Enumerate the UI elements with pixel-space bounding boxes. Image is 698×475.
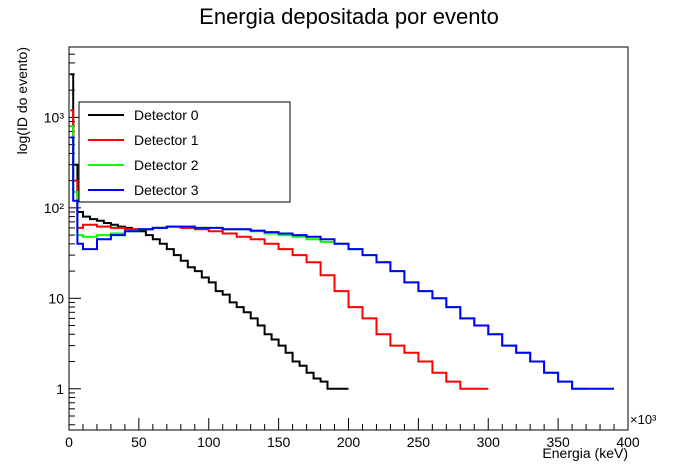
x-tick-label: 50	[131, 434, 147, 450]
x-tick-label: 150	[267, 434, 291, 450]
y-axis-label: log(ID do evento)	[14, 47, 30, 154]
x-tick-label: 200	[337, 434, 361, 450]
x-tick-label: 300	[477, 434, 501, 450]
x-axis-label: Energia (keV)	[542, 445, 628, 461]
y-tick-label: 1	[56, 381, 64, 397]
x-tick-label: 0	[65, 434, 73, 450]
legend-label: Detector 0	[134, 107, 199, 123]
x-axis-multiplier: ×10³	[630, 412, 657, 427]
chart-title: Energia depositada por evento	[199, 4, 499, 29]
legend-label: Detector 1	[134, 132, 199, 148]
x-tick-label: 100	[197, 434, 221, 450]
legend-box	[78, 101, 291, 203]
y-tick-label: 10²	[44, 200, 65, 216]
x-tick-label: 250	[407, 434, 431, 450]
x-tick-label: 400	[616, 434, 640, 450]
x-tick-label: 350	[546, 434, 570, 450]
y-tick-label: 10³	[44, 109, 65, 125]
series-line-1	[70, 109, 489, 390]
series-line-0	[70, 73, 349, 390]
y-tick-label: 10	[48, 290, 64, 306]
legend-label: Detector 3	[134, 182, 199, 198]
legend-label: Detector 2	[134, 157, 199, 173]
series-line-3	[70, 136, 614, 390]
